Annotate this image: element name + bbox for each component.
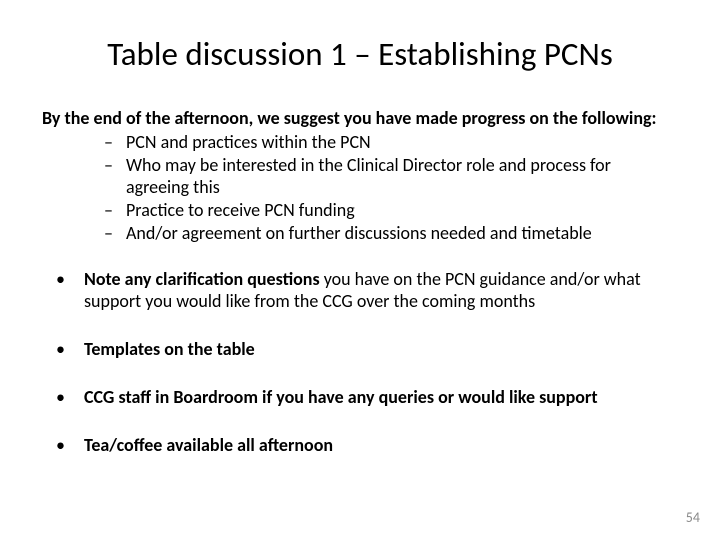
bullet-bold: Note any clarification questions	[84, 268, 324, 290]
slide-container: Table discussion 1 – Establishing PCNs B…	[0, 0, 720, 540]
bullet-item: CCG staff in Boardroom if you have any q…	[56, 387, 678, 409]
list-item: Who may be interested in the Clinical Di…	[104, 155, 678, 199]
intro-text: By the end of the afternoon, we suggest …	[42, 108, 678, 130]
bullet-bold: CCG staff in Boardroom if you have any q…	[84, 386, 598, 408]
bullet-bold: Templates on the table	[84, 338, 255, 360]
list-item: Practice to receive PCN funding	[104, 200, 678, 222]
bullet-bold: Tea/coffee available all afternoon	[84, 434, 333, 456]
list-item: And/or agreement on further discussions …	[104, 223, 678, 245]
page-number: 54	[686, 509, 700, 526]
main-bullets: Note any clarification questions you hav…	[42, 269, 678, 457]
bullet-item: Templates on the table	[56, 339, 678, 361]
intro-sublist: PCN and practices within the PCN Who may…	[42, 132, 678, 245]
list-item: PCN and practices within the PCN	[104, 132, 678, 154]
bullet-item: Note any clarification questions you hav…	[56, 269, 678, 313]
bullet-item: Tea/coffee available all afternoon	[56, 435, 678, 457]
slide-title: Table discussion 1 – Establishing PCNs	[42, 34, 678, 74]
